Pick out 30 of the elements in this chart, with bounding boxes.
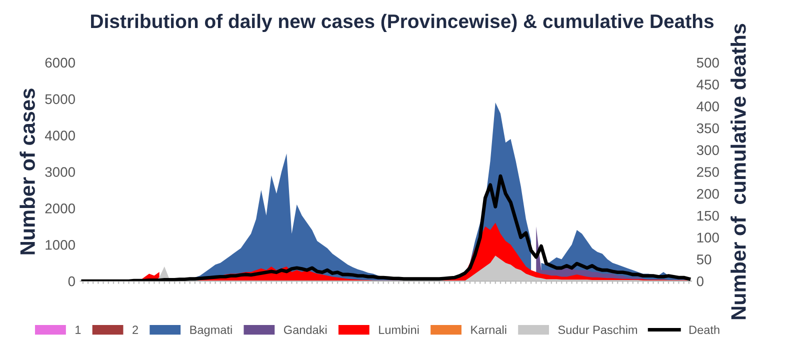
legend-label: Bagmati bbox=[190, 325, 232, 336]
y-tick-label: 2000 bbox=[45, 204, 75, 214]
chart-title: Distribution of daily new cases (Provincewise) & cumulative Deaths bbox=[91, 14, 714, 32]
legend-label: Gandaki bbox=[284, 325, 327, 334]
y-tick-label: 1000 bbox=[46, 240, 75, 250]
y2-tick-label: 150 bbox=[697, 210, 719, 221]
legend-label: 1 bbox=[76, 326, 81, 334]
y-tick-label: 4000 bbox=[44, 130, 75, 140]
line-series bbox=[81, 174, 691, 282]
y2-tick-label: 50 bbox=[696, 254, 712, 264]
legend-label: Death bbox=[690, 325, 720, 334]
y2-tick-label: 400 bbox=[696, 102, 719, 112]
legend-label: Karnali bbox=[471, 325, 506, 334]
y2-tick-label: 300 bbox=[696, 145, 719, 156]
y2-tick-label: 250 bbox=[697, 167, 719, 177]
y-axis-title: Number of cases bbox=[20, 88, 35, 254]
y-tick-label: 5000 bbox=[45, 94, 75, 104]
y2-tick-label: 0 bbox=[696, 276, 704, 286]
y2-tick-label: 350 bbox=[696, 123, 719, 134]
legend-label: 2 bbox=[132, 326, 138, 334]
y-tick-label: 0 bbox=[68, 276, 75, 286]
legend-label: Sudur Paschim bbox=[558, 325, 638, 334]
y-tick-label: 6000 bbox=[45, 58, 75, 68]
legend-label: Lumbini bbox=[379, 325, 419, 334]
y2-tick-label: 450 bbox=[696, 80, 719, 90]
y2-axis-title: Number of cumulative deaths bbox=[730, 24, 746, 320]
y2-tick-label: 500 bbox=[696, 58, 719, 68]
y-tick-label: 3000 bbox=[45, 167, 75, 177]
y2-tick-label: 200 bbox=[697, 188, 719, 199]
y2-tick-label: 100 bbox=[697, 232, 719, 243]
